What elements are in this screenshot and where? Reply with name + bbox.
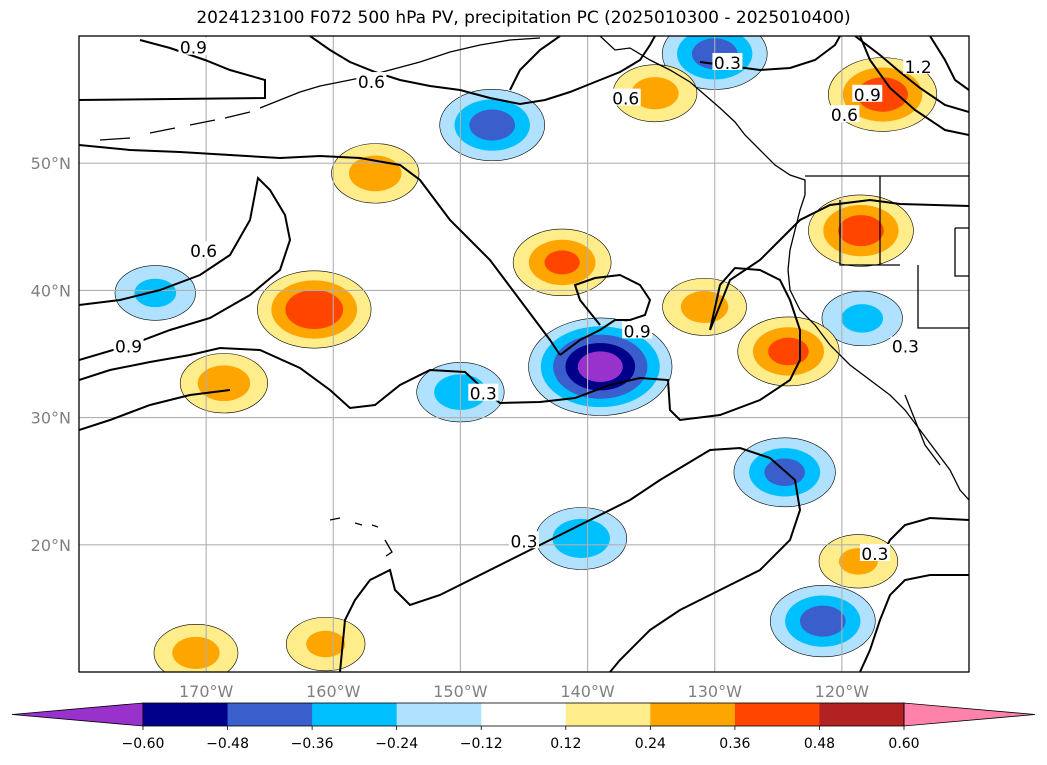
contour-label-bg	[829, 105, 860, 123]
colorbar-swatch	[143, 703, 229, 726]
contour-label: 0.3	[470, 385, 497, 405]
colorbar-tick-label: −0.48	[206, 736, 249, 752]
precip-level-patch	[680, 290, 729, 324]
colorbar-swatch	[227, 703, 313, 726]
contour-label-bg	[852, 84, 883, 102]
contour-label: 0.6	[358, 73, 385, 93]
contour-label: 0.3	[510, 532, 537, 552]
precip-level-patch	[469, 109, 516, 141]
colorbar-swatch	[650, 703, 736, 726]
contour-label-bg	[712, 52, 743, 70]
colorbar-extend-low	[11, 702, 144, 727]
contour-label-bg	[113, 336, 144, 354]
precip-level-patch	[631, 77, 679, 110]
contour-label: 0.3	[714, 54, 741, 74]
precip-level-patch	[348, 155, 402, 192]
contour-label: 0.9	[624, 322, 651, 342]
lat-tick-label: 30°N	[31, 409, 71, 428]
map-frame	[78, 35, 970, 673]
lon-tick-label: 120°W	[815, 682, 870, 701]
contour-label-bg	[509, 531, 539, 549]
contour-label-bg	[356, 72, 387, 90]
contour-label-bg	[859, 543, 890, 561]
pv-contours	[79, 36, 969, 672]
colorbar-tick-label: 0.12	[550, 736, 581, 752]
precip-level-patch	[134, 278, 177, 308]
contour-label-bg	[903, 56, 934, 74]
contour-label-bg	[468, 383, 499, 401]
contour-label: 0.6	[612, 90, 639, 110]
contour-label: 0.9	[115, 338, 142, 358]
contour-label-bg	[188, 241, 219, 259]
lon-tick-label: 160°W	[306, 682, 361, 701]
lon-tick-label: 130°W	[688, 682, 743, 701]
precip-level-patch	[768, 337, 809, 366]
precip-level-patch	[838, 215, 884, 247]
gridlines	[79, 36, 969, 672]
page-title: 2024123100 F072 500 hPa PV, precipitatio…	[196, 8, 851, 28]
colorbar-swatch	[481, 703, 567, 726]
contour-label: 1.2	[905, 58, 932, 78]
contour-label: 0.3	[861, 545, 888, 565]
colorbar-tick-label: −0.36	[291, 736, 334, 752]
precip-level-patch	[172, 636, 220, 670]
lon-tick-label: 140°W	[560, 682, 615, 701]
contour-label: 0.6	[190, 242, 217, 262]
colorbar-swatch	[312, 703, 398, 726]
precip-level-patch	[544, 250, 580, 275]
contour-label-bg	[890, 336, 921, 354]
colorbar-extend-high	[903, 702, 1036, 727]
lon-tick-label: 150°W	[433, 682, 488, 701]
colorbar-swatch	[734, 703, 820, 726]
colorbar-tick-label: 0.60	[888, 736, 919, 752]
colorbar-tick-label: 0.48	[804, 736, 835, 752]
precip-level-patch	[552, 518, 610, 558]
lat-tick-label: 50°N	[31, 154, 71, 173]
contour-label: 0.3	[892, 338, 919, 358]
precip-level-patch	[799, 605, 846, 637]
contour-label-bg	[610, 88, 641, 106]
lat-tick-label: 20°N	[31, 536, 71, 555]
contour-label: 0.9	[180, 39, 207, 59]
colorbar-tick-label: −0.12	[460, 736, 503, 752]
lon-tick-label: 170°W	[179, 682, 234, 701]
coastlines	[99, 36, 969, 557]
contour-label: 0.6	[831, 106, 858, 126]
colorbar-swatch	[565, 703, 651, 726]
contour-label: 0.9	[854, 86, 881, 106]
precip-level-patch	[841, 304, 884, 333]
precip-level-patch	[764, 458, 805, 487]
precip-level-patch	[577, 351, 623, 383]
colorbar-tick-label: −0.24	[375, 736, 418, 752]
precip-level-patch	[285, 289, 344, 330]
contour-labels: 0.90.60.60.3 1.20.90.60.60.90.90.30.30.30…	[113, 37, 934, 565]
contour-label-bg	[178, 37, 209, 55]
lat-tick-label: 40°N	[31, 281, 71, 300]
colorbar-tick-label: 0.36	[719, 736, 750, 752]
axis-tick-labels: 170°W 160°W 150°W 140°W 130°W 120°W 20°N 30°N 40…	[31, 154, 870, 701]
contour-label-bg	[622, 321, 653, 339]
colorbar-swatch	[819, 703, 905, 726]
colorbar-swatch	[396, 703, 482, 726]
colorbar-tick-label: −0.60	[122, 736, 165, 752]
colorbar: −0.60 −0.48 −0.36 −0.24 −0.12 0.12 0.24 0.36 0.4…	[11, 702, 1036, 752]
colorbar-tick-label: 0.24	[635, 736, 666, 752]
colorbar-outline	[142, 702, 905, 727]
precip-level-patch	[197, 365, 251, 402]
precip-level-patch	[306, 630, 346, 658]
